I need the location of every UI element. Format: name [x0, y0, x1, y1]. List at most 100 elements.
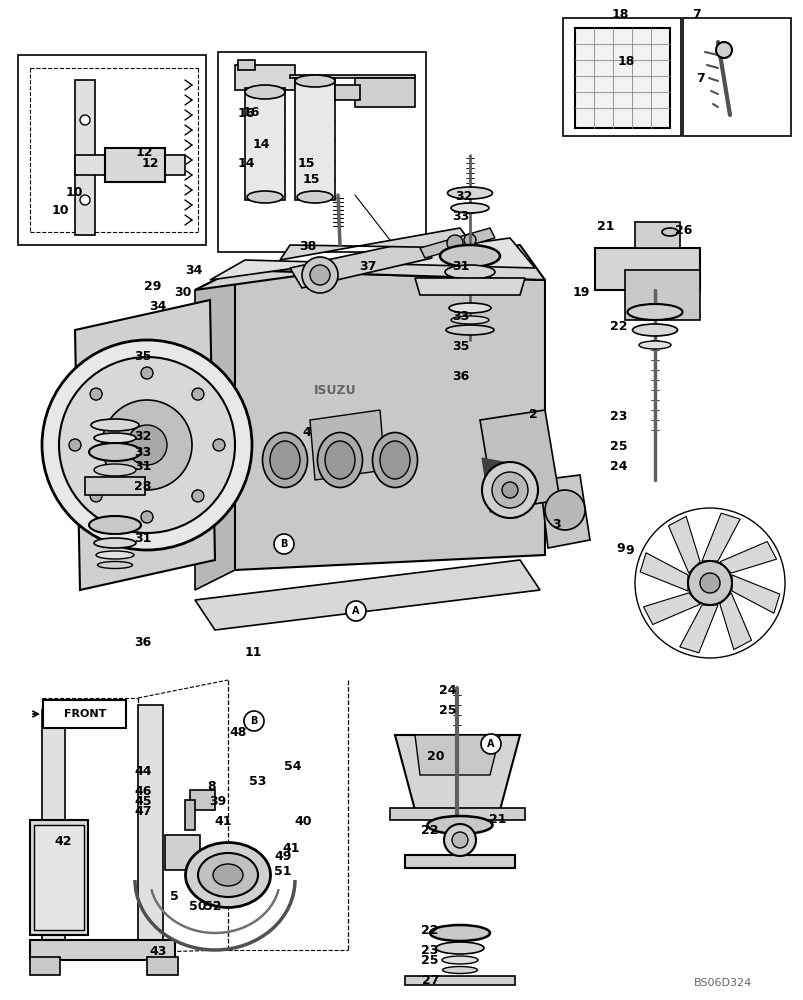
- Ellipse shape: [380, 441, 410, 479]
- Text: 26: 26: [675, 225, 692, 237]
- Polygon shape: [42, 710, 65, 955]
- Polygon shape: [639, 553, 687, 591]
- Polygon shape: [624, 270, 699, 320]
- Polygon shape: [234, 270, 544, 570]
- Polygon shape: [245, 88, 284, 200]
- Text: 24: 24: [438, 684, 456, 698]
- Ellipse shape: [324, 441, 355, 479]
- Text: 14: 14: [252, 138, 270, 151]
- Ellipse shape: [96, 551, 134, 559]
- Text: 32: 32: [134, 430, 152, 444]
- Polygon shape: [190, 790, 214, 810]
- Text: B: B: [250, 716, 258, 726]
- Polygon shape: [335, 85, 360, 100]
- Text: 15: 15: [298, 157, 315, 170]
- Ellipse shape: [91, 419, 139, 431]
- Polygon shape: [414, 735, 499, 775]
- Circle shape: [127, 425, 167, 465]
- Polygon shape: [30, 957, 60, 975]
- Ellipse shape: [444, 265, 495, 279]
- Text: 12: 12: [141, 157, 158, 170]
- Text: 11: 11: [244, 646, 262, 658]
- Ellipse shape: [89, 516, 141, 534]
- Text: 25: 25: [438, 704, 456, 718]
- Text: 9: 9: [624, 544, 633, 556]
- Text: 16: 16: [238, 107, 255, 120]
- Polygon shape: [290, 75, 414, 78]
- Circle shape: [69, 439, 81, 451]
- Circle shape: [451, 832, 467, 848]
- Text: 22: 22: [421, 824, 438, 837]
- Text: 27: 27: [422, 974, 439, 987]
- Text: 47: 47: [134, 805, 152, 818]
- Circle shape: [310, 265, 329, 285]
- Polygon shape: [195, 270, 234, 590]
- Ellipse shape: [435, 942, 483, 954]
- Bar: [683, 18, 790, 136]
- Text: 42: 42: [54, 835, 71, 848]
- Text: 23: 23: [421, 944, 438, 957]
- Text: 24: 24: [609, 460, 627, 473]
- Circle shape: [446, 235, 463, 251]
- Polygon shape: [394, 735, 520, 810]
- Ellipse shape: [97, 562, 132, 568]
- Text: 29: 29: [144, 280, 161, 294]
- Circle shape: [480, 734, 500, 754]
- Polygon shape: [667, 516, 699, 573]
- Text: 41: 41: [282, 842, 300, 855]
- Polygon shape: [679, 605, 717, 653]
- Polygon shape: [540, 475, 589, 548]
- Polygon shape: [290, 240, 431, 288]
- Polygon shape: [75, 300, 214, 590]
- Circle shape: [102, 400, 192, 490]
- Text: 15: 15: [302, 173, 320, 186]
- Ellipse shape: [442, 956, 478, 964]
- Text: 25: 25: [421, 954, 438, 967]
- Circle shape: [90, 490, 102, 502]
- Ellipse shape: [661, 228, 677, 236]
- Polygon shape: [419, 228, 495, 258]
- Ellipse shape: [372, 432, 417, 488]
- Circle shape: [482, 462, 537, 518]
- Text: 2: 2: [528, 408, 536, 422]
- Text: 36: 36: [134, 636, 152, 648]
- Text: 37: 37: [359, 260, 377, 273]
- Text: A: A: [352, 606, 359, 616]
- Ellipse shape: [213, 864, 243, 886]
- Circle shape: [243, 711, 263, 731]
- Text: B: B: [280, 539, 287, 549]
- Text: A: A: [487, 739, 494, 749]
- Circle shape: [192, 490, 204, 502]
- Text: 19: 19: [572, 286, 589, 300]
- Text: 22: 22: [421, 924, 438, 937]
- Polygon shape: [701, 513, 740, 561]
- Text: 9: 9: [616, 542, 625, 554]
- Polygon shape: [165, 835, 200, 870]
- Polygon shape: [30, 820, 88, 935]
- Text: ISUZU: ISUZU: [313, 383, 356, 396]
- Polygon shape: [719, 541, 776, 573]
- Text: 33: 33: [452, 310, 469, 324]
- Ellipse shape: [317, 432, 362, 488]
- Ellipse shape: [262, 432, 307, 488]
- Text: 8: 8: [207, 780, 216, 793]
- Ellipse shape: [448, 303, 491, 313]
- Bar: [18, 55, 206, 245]
- Text: 7: 7: [691, 8, 700, 21]
- Ellipse shape: [296, 191, 332, 203]
- Circle shape: [213, 439, 225, 451]
- Ellipse shape: [427, 816, 492, 834]
- Polygon shape: [719, 593, 751, 650]
- Ellipse shape: [245, 85, 284, 99]
- Text: 50: 50: [189, 900, 206, 913]
- Text: 32: 32: [454, 190, 472, 204]
- Polygon shape: [75, 155, 185, 175]
- Text: 34: 34: [185, 264, 202, 277]
- Text: 12: 12: [135, 146, 153, 159]
- Circle shape: [141, 511, 153, 523]
- Circle shape: [544, 490, 585, 530]
- Text: 30: 30: [174, 286, 191, 298]
- Polygon shape: [310, 410, 385, 480]
- Ellipse shape: [94, 538, 136, 548]
- Circle shape: [463, 234, 475, 246]
